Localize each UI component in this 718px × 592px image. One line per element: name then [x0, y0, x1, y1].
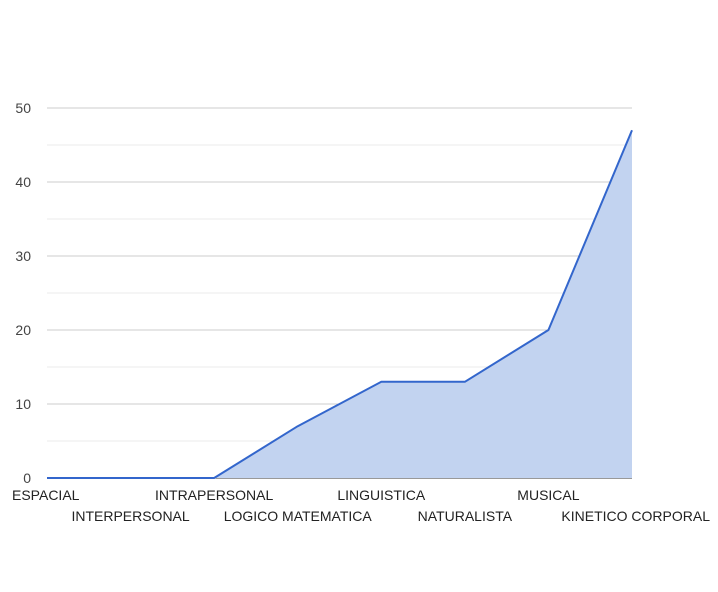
y-tick-label: 20	[15, 322, 31, 338]
x-axis-category-labels: ESPACIAL INTERPERSONAL INTRAPERSONAL LOGICO…	[12, 487, 710, 524]
x-tick-label-intrapersonal: INTRAPERSONAL	[155, 487, 273, 503]
x-tick-label-musical: MUSICAL	[517, 487, 579, 503]
series-line	[47, 129, 633, 479]
y-axis-tick-labels: 0 10 20 30 40 50	[15, 100, 31, 486]
plot-area	[46, 129, 633, 479]
x-tick-label-espacial: ESPACIAL	[12, 487, 80, 503]
x-tick-label-naturalista: NATURALISTA	[418, 508, 513, 524]
y-tick-label: 40	[15, 174, 31, 190]
y-tick-label: 10	[15, 396, 31, 412]
y-tick-label: 50	[15, 100, 31, 116]
series-area-fill	[47, 130, 632, 478]
x-tick-label-logico-matematica: LOGICO MATEMATICA	[224, 508, 373, 524]
y-tick-label: 0	[23, 470, 31, 486]
x-tick-label-kinetico-corporal: KINETICO CORPORAL	[561, 508, 710, 524]
x-tick-label-linguistica: LINGUISTICA	[337, 487, 426, 503]
y-tick-label: 30	[15, 248, 31, 264]
x-tick-label-interpersonal: INTERPERSONAL	[71, 508, 189, 524]
